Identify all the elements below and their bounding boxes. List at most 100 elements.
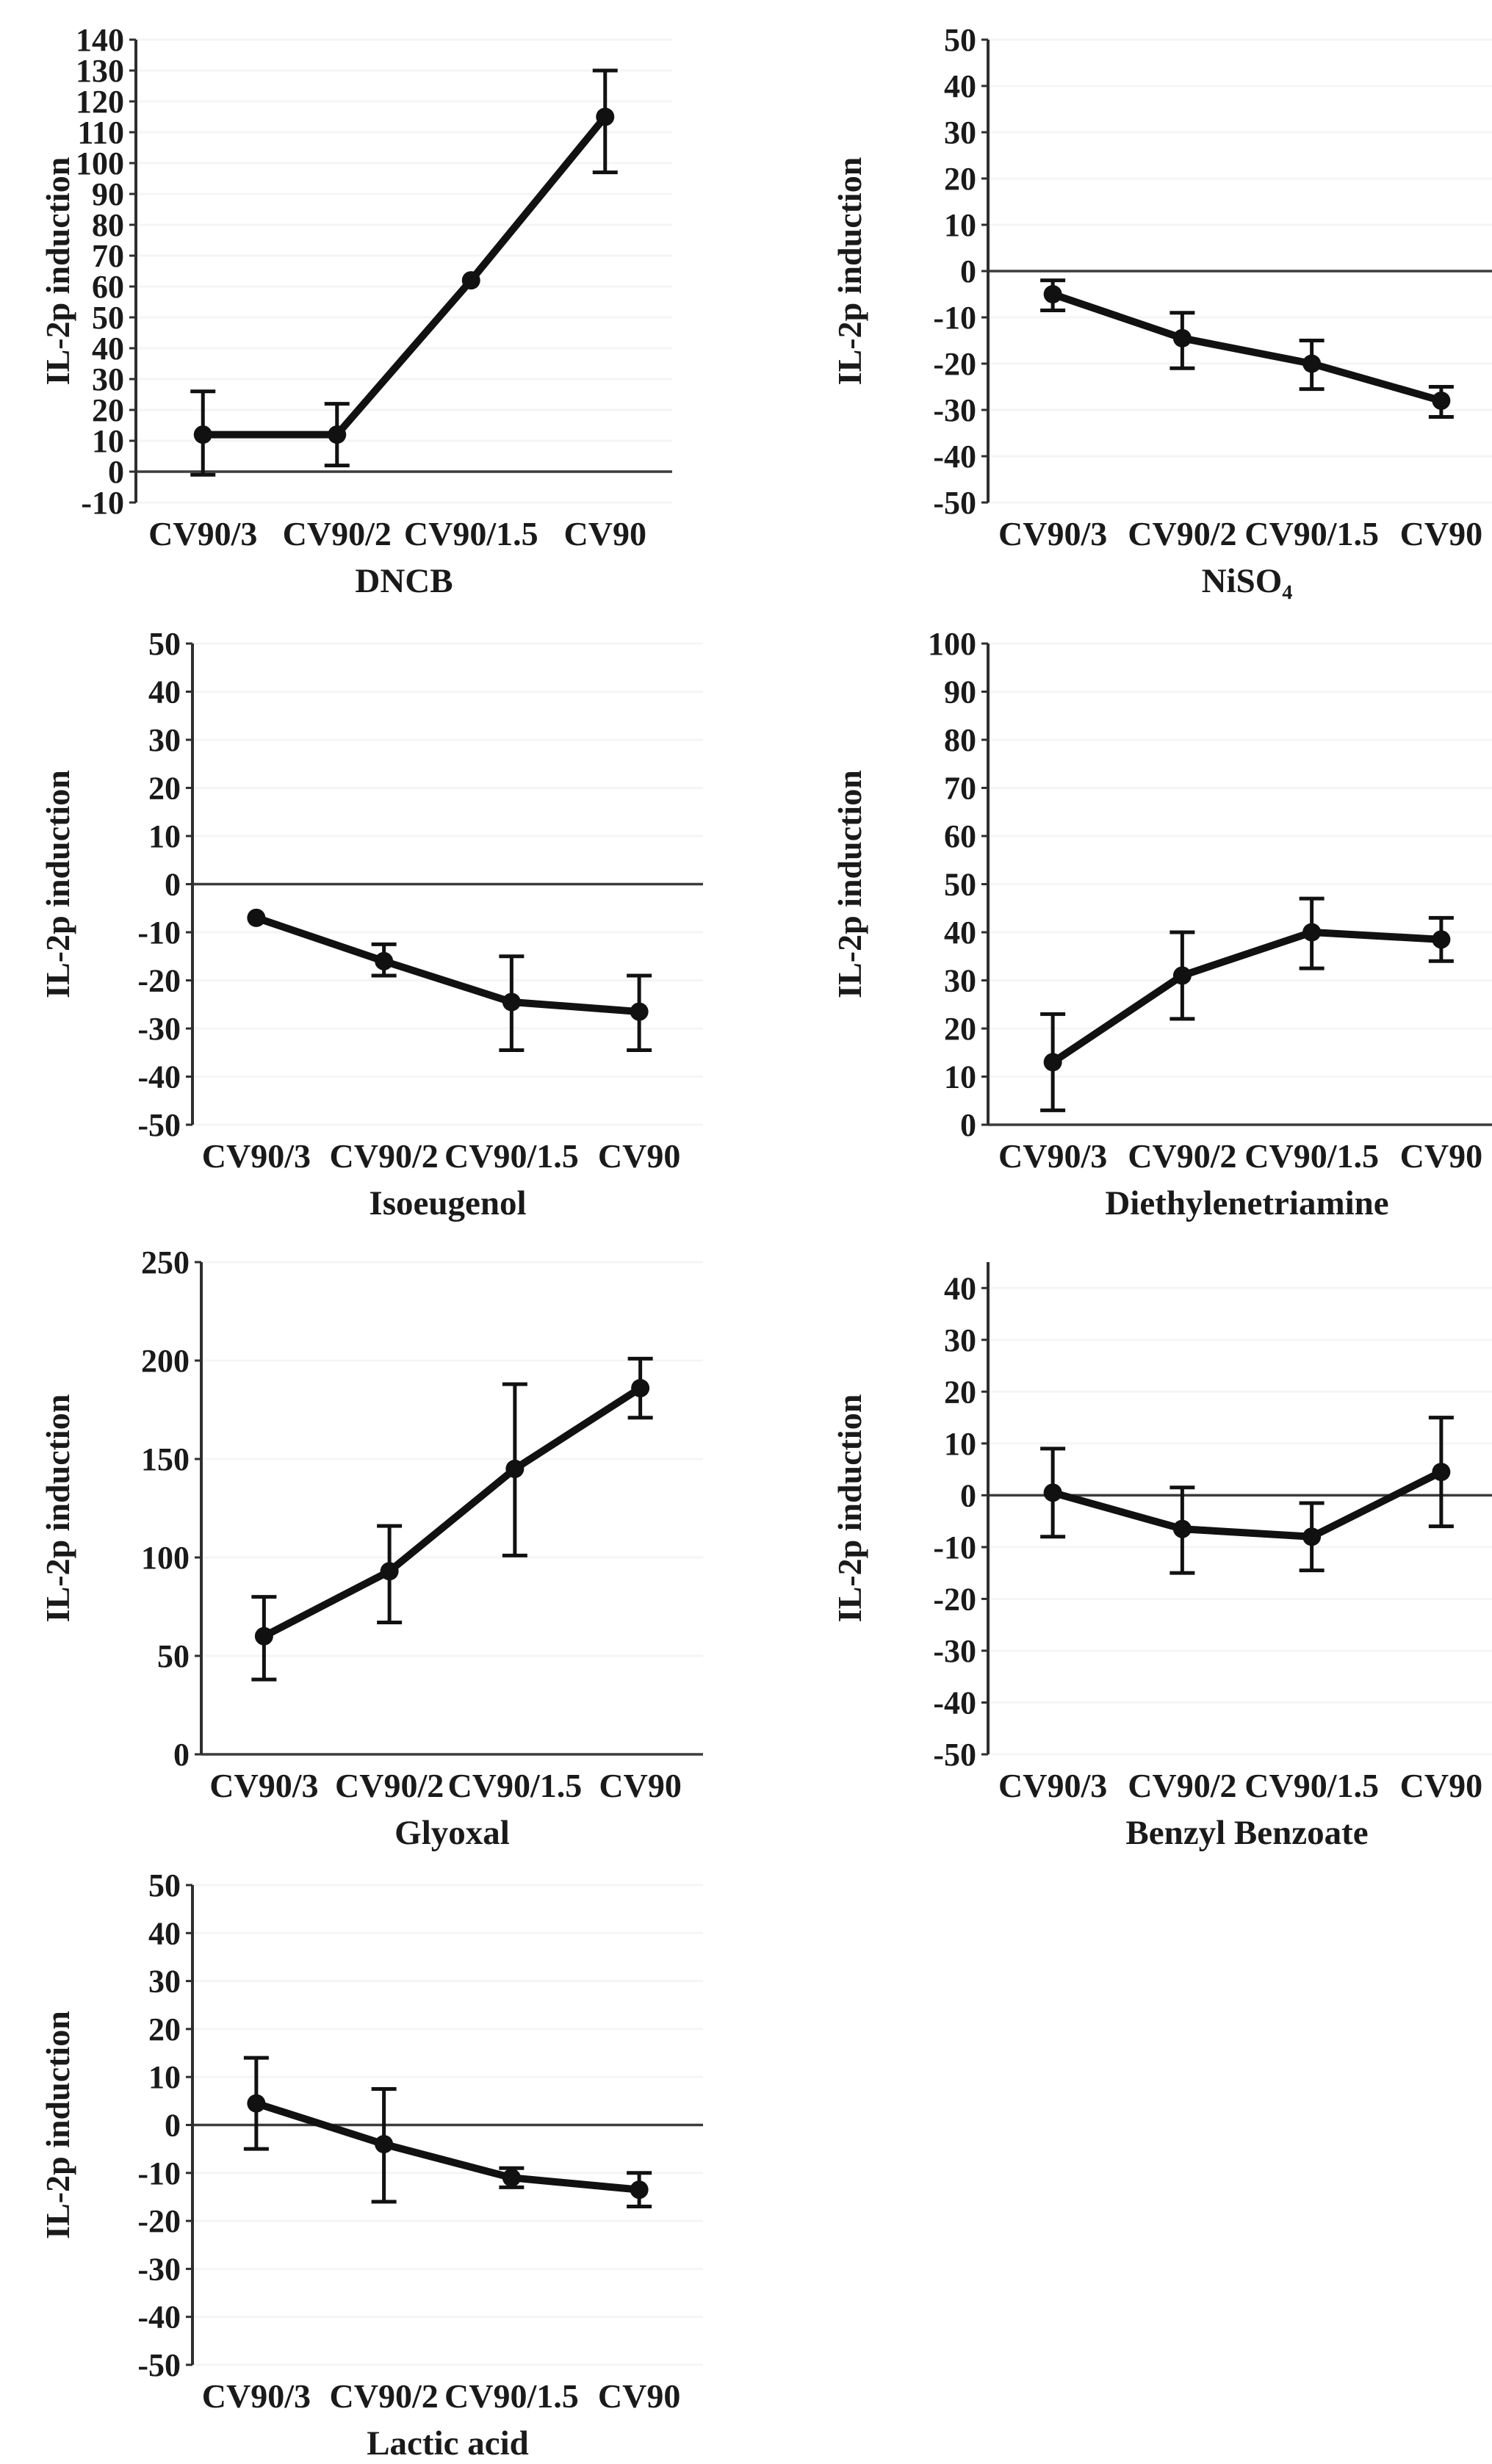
x-tick-label: CV90/3 [998, 1767, 1107, 1804]
y-tick-label: 60 [944, 818, 976, 854]
y-tick-label: 90 [92, 176, 124, 212]
data-point [247, 2094, 266, 2113]
data-point [596, 107, 615, 126]
chart-title: Diethylenetriamine [1105, 1184, 1388, 1222]
data-point [375, 2135, 394, 2154]
x-tick-label: CV90/3 [998, 515, 1107, 552]
x-tick-label: CV90/3 [209, 1767, 318, 1804]
x-tick-label: CV90/2 [283, 515, 392, 552]
data-point [1302, 354, 1322, 373]
y-tick-label: 10 [944, 207, 976, 243]
x-tick-label: CV90 [1400, 515, 1482, 552]
x-tick-label: CV90 [1400, 1767, 1482, 1804]
y-tick-label: 50 [92, 300, 124, 336]
data-point [631, 1379, 650, 1398]
chart-canvas: 0 50 100 150 200 250 CV90/3 CV90/2 CV90/1.5 CV90 G… [39, 1244, 703, 1852]
y-tick-label: 10 [148, 818, 181, 854]
data-point [505, 1459, 525, 1478]
y-tick-label: 0 [960, 1477, 976, 1513]
data-point [461, 271, 480, 290]
y-tick-label: -10 [137, 2155, 181, 2191]
y-tick-label: 20 [148, 771, 181, 807]
y-tick-label: -20 [933, 1581, 976, 1617]
chart-title: NiSO₄ [1202, 562, 1293, 600]
y-tick-label: -20 [933, 346, 976, 382]
data-point [1432, 1463, 1451, 1482]
x-tick-label: CV90/1.5 [444, 1137, 579, 1175]
chart-benzyl-benzoate: -50 -40 -30 -20 -10 0 10 20 30 40 CV90/3 CV90/2 CV90… [830, 1240, 1492, 1854]
y-tick-label: -10 [933, 300, 976, 336]
y-tick-label: -30 [137, 1011, 181, 1047]
y-tick-label: 100 [76, 145, 124, 181]
data-point [1172, 1519, 1192, 1538]
y-tick-label: 20 [148, 2011, 181, 2047]
y-tick-label: 50 [944, 867, 976, 903]
y-tick-label: 110 [77, 115, 124, 151]
y-tick-label: 60 [92, 269, 124, 305]
y-tick-label: 30 [944, 115, 976, 151]
x-tick-label: CV90/1.5 [1244, 515, 1379, 552]
y-tick-label: 0 [108, 454, 124, 490]
series-line [260, 1384, 644, 1640]
series-line [1049, 1468, 1445, 1541]
y-tick-label: 40 [148, 1915, 181, 1951]
x-tick-label: CV90 [564, 515, 646, 552]
x-tick-label: CV90/2 [1128, 1767, 1236, 1804]
x-tick-label: CV90/3 [202, 1137, 311, 1175]
x-tick-label: CV90 [599, 1767, 681, 1804]
y-tick-label: -10 [933, 1530, 976, 1566]
y-tick-label: -50 [933, 485, 976, 521]
y-tick-label: -40 [137, 2299, 181, 2335]
y-tick-label: 10 [92, 423, 124, 459]
x-tick-label: CV90 [1400, 1137, 1482, 1175]
y-tick-label: 50 [944, 22, 976, 58]
y-tick-label: 20 [944, 1011, 976, 1047]
y-tick-label: 0 [165, 2108, 181, 2144]
chart-dncb: -10 0 10 20 30 40 50 60 70 80 90 100 110 120 130 140 CV9… [38, 18, 692, 602]
x-tick-label: CV90/3 [148, 515, 257, 552]
y-tick-label: 50 [148, 1867, 181, 1903]
x-tick-label: CV90/3 [998, 1137, 1107, 1175]
series-line [252, 914, 644, 1016]
y-tick-label: 100 [928, 626, 976, 662]
series-line [1049, 929, 1445, 1066]
series-line [1049, 290, 1445, 405]
chart-title: Isoeugenol [369, 1184, 526, 1222]
x-tick-label: CV90/2 [330, 2377, 439, 2415]
y-tick-label: 30 [148, 722, 181, 758]
y-tick-label: 130 [76, 53, 124, 89]
x-tick-label: CV90 [598, 2377, 680, 2415]
y-tick-label: -50 [137, 1107, 181, 1143]
data-point [380, 1562, 399, 1581]
y-tick-label: 200 [141, 1343, 190, 1379]
y-tick-label: 20 [92, 392, 124, 428]
y-tick-label: -40 [933, 1685, 976, 1721]
y-tick-label: 80 [92, 207, 124, 243]
y-axis-label: IL-2p induction [831, 1394, 868, 1623]
y-tick-label: -40 [933, 439, 976, 475]
y-tick-label: 40 [944, 1270, 976, 1306]
y-tick-label: 70 [92, 238, 124, 274]
y-tick-label: -30 [933, 1633, 976, 1669]
chart-title: Lactic acid [367, 2424, 529, 2463]
data-point [1432, 930, 1451, 949]
data-point [247, 908, 266, 927]
x-tick-label: CV90/1.5 [444, 2377, 579, 2415]
y-tick-label: 140 [76, 22, 124, 58]
x-tick-label: CV90/2 [330, 1137, 439, 1175]
y-tick-label: 0 [960, 1107, 976, 1143]
chart-diethylenetriamine: 0 10 20 30 40 50 60 70 80 90 100 CV90/3 CV90/2 CV90/1… [830, 622, 1492, 1224]
data-point [502, 2168, 521, 2187]
y-tick-label: -20 [137, 963, 181, 999]
chart-title: Benzyl Benzoate [1125, 1814, 1368, 1852]
y-tick-label: -40 [137, 1059, 181, 1095]
y-tick-label: -30 [933, 392, 976, 428]
x-tick-label: CV90/2 [1128, 1137, 1236, 1175]
x-tick-label: CV90/1.5 [448, 1767, 583, 1804]
data-point [1043, 1483, 1062, 1502]
y-tick-label: -10 [81, 485, 124, 521]
